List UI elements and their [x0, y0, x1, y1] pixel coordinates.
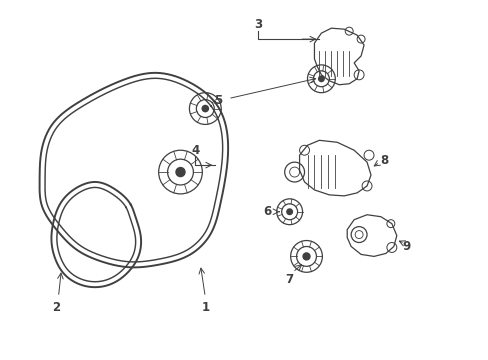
- Circle shape: [318, 76, 324, 82]
- Text: 9: 9: [402, 240, 410, 253]
- Text: 5: 5: [214, 94, 222, 107]
- Text: 4: 4: [191, 144, 199, 157]
- Text: 1: 1: [201, 301, 209, 314]
- Text: 7: 7: [285, 273, 293, 286]
- Text: 3: 3: [253, 18, 262, 31]
- Circle shape: [176, 167, 184, 176]
- Text: 8: 8: [379, 154, 387, 167]
- Circle shape: [202, 105, 208, 112]
- Circle shape: [303, 253, 309, 260]
- Text: 2: 2: [52, 301, 61, 314]
- Circle shape: [286, 209, 292, 215]
- Text: 6: 6: [263, 205, 271, 218]
